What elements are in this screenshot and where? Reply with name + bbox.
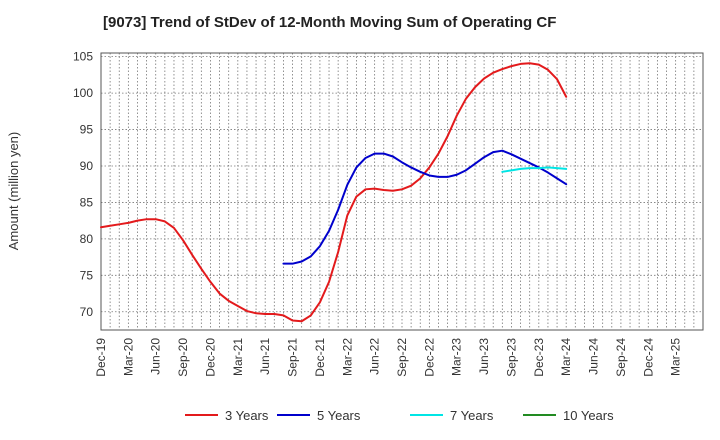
x-tick-label: Mar-24 (559, 338, 573, 376)
x-tick-label: Mar-20 (121, 338, 135, 376)
plot-area: 70 75 80 85 90 95 100 105 Dec-19 Mar-20 Jun-20 Sep-… (73, 50, 704, 377)
x-tick-label: Sep-24 (614, 338, 628, 377)
y-tick-label: 95 (80, 123, 94, 137)
legend-label: 7 Years (450, 408, 494, 423)
x-tick-label: Dec-23 (532, 338, 546, 377)
y-axis-label: Amount (million yen) (6, 132, 21, 251)
x-tick-label: Dec-20 (203, 338, 217, 377)
x-tick-label: Mar-21 (231, 338, 245, 376)
legend-label: 5 Years (317, 408, 361, 423)
y-tick-label: 90 (80, 159, 94, 173)
x-tick-label: Mar-23 (450, 338, 464, 376)
series-line-7-years (501, 166, 568, 173)
plot-border (100, 52, 704, 331)
legend-label: 10 Years (563, 408, 614, 423)
x-tick-label: Dec-21 (313, 338, 327, 377)
series-line-3-years (100, 62, 568, 323)
x-tick-label: Jun-23 (477, 338, 491, 375)
x-tick-label: Jun-21 (258, 338, 272, 375)
y-tick-label: 100 (73, 86, 93, 100)
x-tick-label: Sep-23 (504, 338, 518, 377)
x-tick-label: Jun-22 (368, 338, 382, 375)
y-tick-label: 80 (80, 232, 94, 246)
x-tick-label: Sep-21 (286, 338, 300, 377)
y-tick-label: 70 (80, 305, 94, 319)
y-tick-label: 85 (80, 195, 94, 209)
x-tick-label: Jun-24 (587, 338, 601, 375)
x-tick-label: Mar-25 (669, 338, 683, 376)
x-tick-label: Mar-22 (340, 338, 354, 376)
legend: 3 Years 5 Years 7 Years 10 Years (185, 408, 614, 423)
x-tick-label: Dec-22 (422, 338, 436, 377)
y-tick-label: 105 (73, 50, 93, 64)
chart-title: [9073] Trend of StDev of 12-Month Moving… (103, 14, 556, 31)
x-tick-label: Sep-22 (395, 338, 409, 377)
legend-label: 3 Years (225, 408, 269, 423)
series-line-5-years (282, 149, 568, 265)
x-tick-label: Dec-24 (641, 338, 655, 377)
x-tick-label: Dec-19 (94, 338, 108, 377)
x-tick-label: Jun-20 (149, 338, 163, 375)
x-tick-label: Sep-20 (176, 338, 190, 377)
y-tick-label: 75 (80, 268, 94, 282)
